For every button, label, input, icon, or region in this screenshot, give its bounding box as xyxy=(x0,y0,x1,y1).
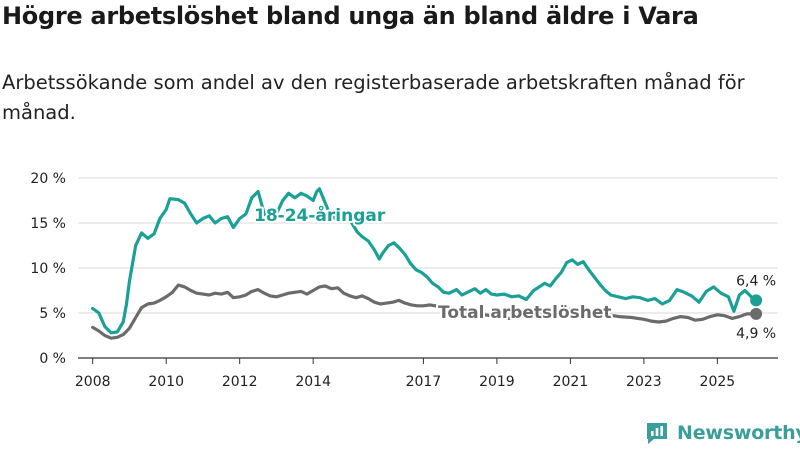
x-tick-label: 2019 xyxy=(479,374,515,390)
x-tick-label: 2010 xyxy=(148,374,184,390)
series-label-18-24: 18-24-åringar xyxy=(254,204,386,226)
series-label-total: Total arbetslöshet xyxy=(438,303,612,323)
y-tick-label: 10 % xyxy=(30,261,66,277)
x-tick-label: 2017 xyxy=(406,374,442,390)
y-tick-label: 5 % xyxy=(39,306,66,322)
series-line-total xyxy=(91,283,756,340)
line-chart: 0 %5 %10 %15 %20 % 2008 2010 2012 2014 2017 2… xyxy=(30,171,778,390)
end-label-18-24: 6,4 % xyxy=(736,273,776,289)
series-labels: 18-24-åringar Total arbetslöshet 6,4 % 4,9 … xyxy=(252,202,776,342)
series-line-18-24 xyxy=(91,187,756,335)
y-tick-label: 0 % xyxy=(39,351,66,367)
y-tick-label: 20 % xyxy=(30,171,66,187)
newsworthy-logo-icon xyxy=(647,423,667,444)
x-axis: 2008 2010 2012 2014 2017 2019 2021 2023 2025 xyxy=(75,358,735,390)
x-tick-label: 2023 xyxy=(626,374,662,390)
x-tick-label: 2025 xyxy=(700,374,736,390)
y-axis: 0 % 5 % 10 % 15 % 20 % xyxy=(30,171,66,367)
series-endpoint-18-24 xyxy=(750,294,763,307)
grid-lines xyxy=(78,177,778,359)
y-tick-label: 15 % xyxy=(30,216,66,232)
series-group xyxy=(91,187,763,340)
end-label-total: 4,9 % xyxy=(736,326,776,342)
x-tick-label: 2008 xyxy=(75,374,111,390)
x-tick-label: 2021 xyxy=(553,374,589,390)
x-tick-label: 2014 xyxy=(295,374,331,390)
brand-name: Newsworthy xyxy=(677,422,800,444)
series-endpoint-total xyxy=(750,307,763,320)
x-tick-label: 2012 xyxy=(222,374,258,390)
chart-title: Högre arbetslöshet bland unga än bland ä… xyxy=(2,2,699,30)
chart-subtitle: Arbetssökande som andel av den registerb… xyxy=(2,71,745,124)
newsworthy-logo: Newsworthy xyxy=(645,421,800,445)
